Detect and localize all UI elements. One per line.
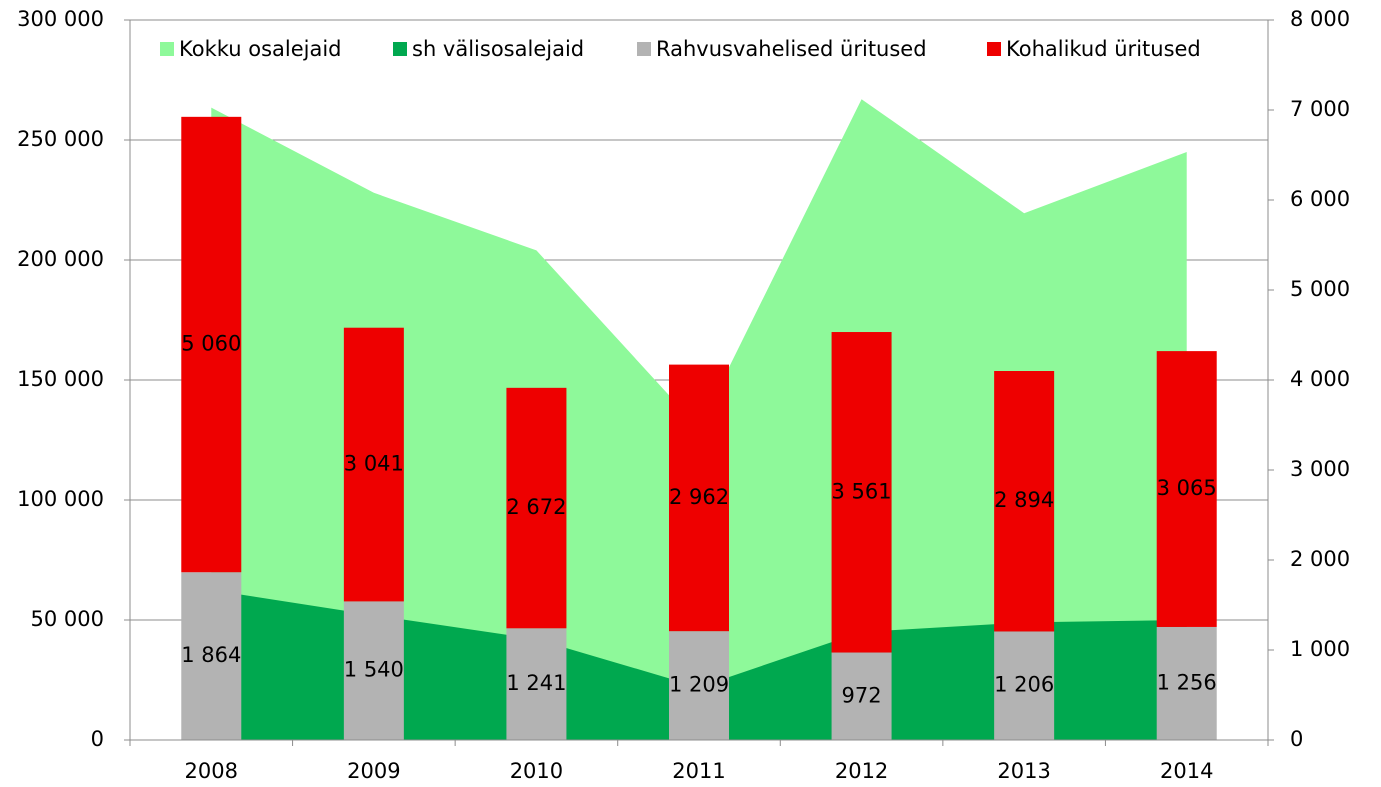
data-label: 2 894 [994, 488, 1054, 512]
bar [181, 116, 242, 573]
bar [831, 332, 892, 653]
data-label: 3 561 [832, 479, 892, 503]
bar [343, 327, 404, 602]
x-tick-label: 2010 [510, 759, 563, 783]
legend-label: Kokku osalejaid [179, 37, 342, 61]
x-tick-label: 2011 [672, 759, 725, 783]
data-label: 1 209 [669, 673, 729, 697]
area [211, 99, 1187, 740]
data-label: 3 041 [344, 452, 404, 476]
y2-tick-label: 2 000 [1290, 547, 1350, 571]
bar [1156, 351, 1217, 627]
legend-swatch [393, 42, 407, 56]
legend-swatch [160, 42, 174, 56]
legend-label: Rahvusvahelised üritused [656, 37, 927, 61]
y2-tick-label: 1 000 [1290, 637, 1350, 661]
bar [1156, 626, 1217, 740]
y2-tick-label: 3 000 [1290, 457, 1350, 481]
data-label: 2 672 [506, 495, 566, 519]
y2-tick-label: 0 [1290, 727, 1303, 751]
legend-label: sh välisosalejaid [412, 37, 584, 61]
x-tick-label: 2014 [1160, 759, 1213, 783]
data-label: 3 065 [1157, 476, 1217, 500]
legend-swatch [987, 42, 1001, 56]
y2-tick-label: 4 000 [1290, 367, 1350, 391]
y-tick-label: 250 000 [17, 127, 104, 151]
x-tick-label: 2009 [347, 759, 400, 783]
data-label: 972 [842, 683, 882, 707]
data-label: 1 540 [344, 658, 404, 682]
data-label: 1 256 [1157, 670, 1217, 694]
bar [343, 601, 404, 740]
y-tick-label: 200 000 [17, 247, 104, 271]
bar [831, 652, 892, 740]
data-label: 1 864 [181, 643, 241, 667]
y-tick-label: 0 [91, 727, 104, 751]
y-tick-label: 150 000 [17, 367, 104, 391]
y2-tick-label: 5 000 [1290, 277, 1350, 301]
y2-tick-label: 8 000 [1290, 7, 1350, 31]
bar [994, 371, 1055, 632]
legend-label: Kohalikud üritused [1006, 37, 1201, 61]
legend-swatch [637, 42, 651, 56]
bar [669, 364, 729, 632]
y2-tick-label: 7 000 [1290, 97, 1350, 121]
data-label: 1 206 [994, 673, 1054, 697]
x-tick-label: 2013 [997, 759, 1050, 783]
y-tick-label: 100 000 [17, 487, 104, 511]
bar [181, 572, 242, 740]
bar [506, 628, 567, 740]
y-tick-label: 50 000 [31, 607, 104, 631]
area [211, 590, 1187, 740]
data-label: 5 060 [181, 332, 241, 356]
data-label: 2 962 [669, 485, 729, 509]
bar [506, 387, 567, 629]
bar [994, 631, 1055, 740]
x-tick-label: 2012 [835, 759, 888, 783]
data-label: 1 241 [506, 671, 566, 695]
y-tick-label: 300 000 [17, 7, 104, 31]
bar [669, 631, 729, 740]
x-tick-label: 2008 [185, 759, 238, 783]
y2-tick-label: 6 000 [1290, 187, 1350, 211]
